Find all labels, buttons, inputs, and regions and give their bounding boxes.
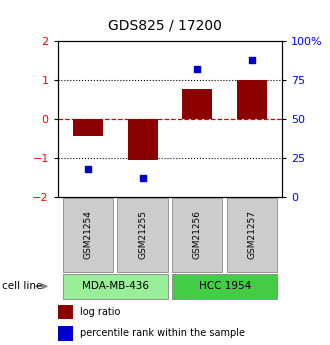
Bar <box>237 80 267 119</box>
Bar <box>182 89 213 119</box>
Text: GSM21254: GSM21254 <box>83 210 92 259</box>
Point <box>85 166 90 171</box>
Text: cell line: cell line <box>2 282 42 291</box>
Point <box>249 57 255 63</box>
Text: GSM21256: GSM21256 <box>193 210 202 259</box>
Text: log ratio: log ratio <box>80 307 120 317</box>
Bar <box>58 305 74 319</box>
Bar <box>117 198 168 272</box>
Bar <box>172 274 277 299</box>
Text: GSM21255: GSM21255 <box>138 210 147 259</box>
Point <box>195 67 200 72</box>
Bar <box>63 274 168 299</box>
Bar <box>127 119 158 160</box>
Text: percentile rank within the sample: percentile rank within the sample <box>80 328 245 338</box>
Bar <box>58 326 74 341</box>
Text: MDA-MB-436: MDA-MB-436 <box>82 282 149 291</box>
Text: GDS825 / 17200: GDS825 / 17200 <box>108 19 222 33</box>
Bar <box>172 198 222 272</box>
Bar <box>73 119 103 137</box>
Bar <box>227 198 277 272</box>
Text: GSM21257: GSM21257 <box>248 210 256 259</box>
Bar <box>63 198 113 272</box>
Point <box>140 175 145 181</box>
Text: HCC 1954: HCC 1954 <box>199 282 251 291</box>
